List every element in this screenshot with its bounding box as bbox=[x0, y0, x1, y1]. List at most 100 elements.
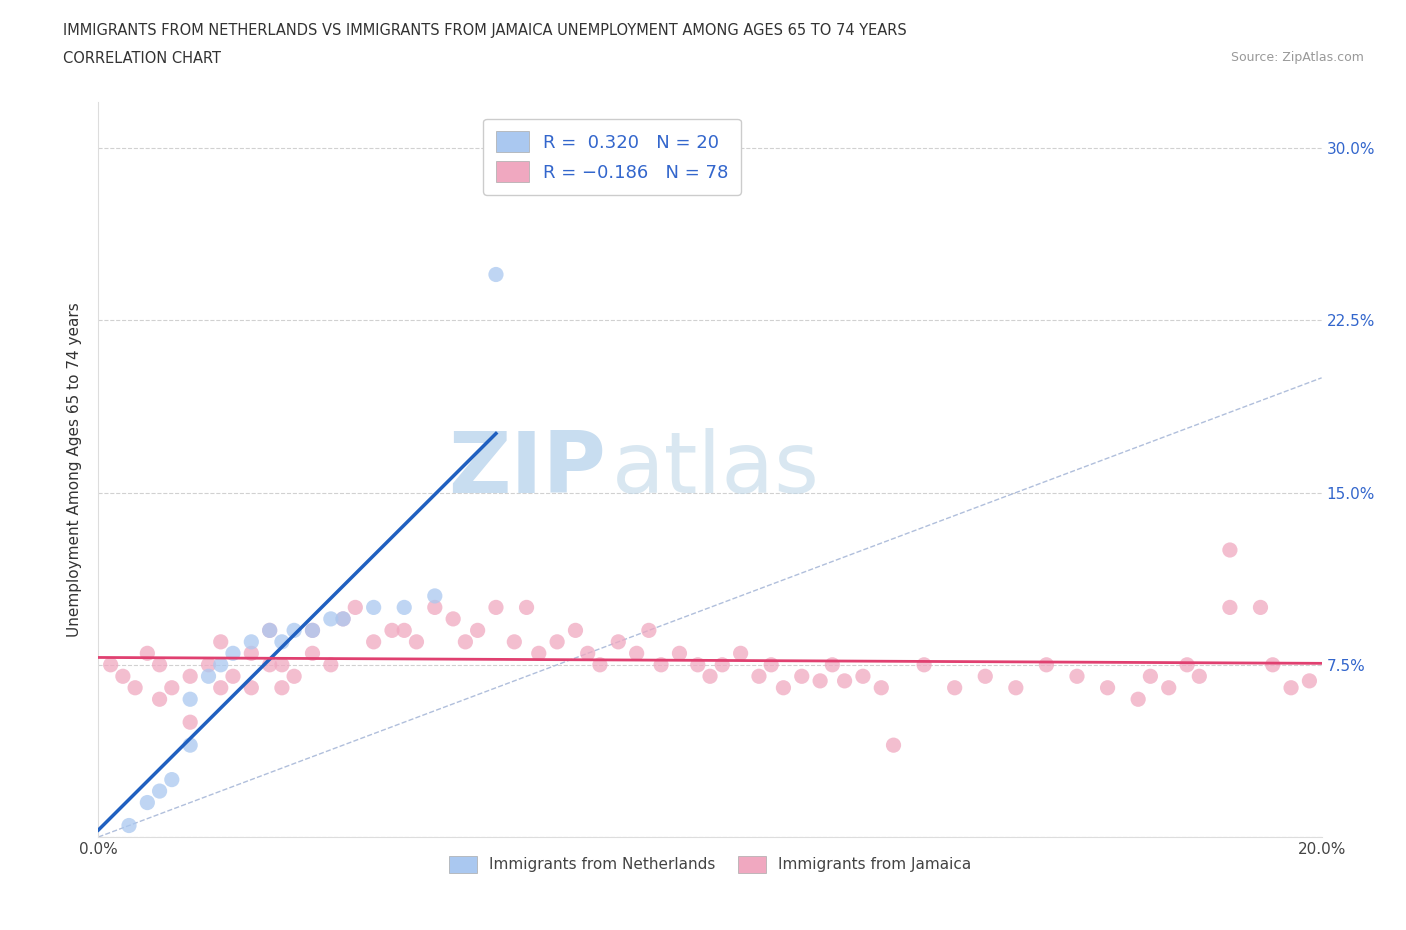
Point bbox=[626, 646, 648, 661]
Point bbox=[1066, 669, 1088, 684]
Point bbox=[912, 658, 935, 672]
Point bbox=[730, 646, 752, 661]
Point bbox=[179, 737, 201, 752]
Point bbox=[1157, 681, 1180, 696]
Point bbox=[1219, 542, 1241, 557]
Point bbox=[209, 634, 232, 649]
Point bbox=[834, 673, 856, 688]
Point bbox=[136, 646, 159, 661]
Point bbox=[1298, 673, 1320, 688]
Point bbox=[222, 669, 245, 684]
Point bbox=[160, 772, 183, 787]
Point bbox=[527, 646, 550, 661]
Text: ZIP: ZIP bbox=[449, 428, 606, 512]
Point bbox=[607, 634, 630, 649]
Point bbox=[1128, 692, 1150, 707]
Point bbox=[209, 681, 232, 696]
Point bbox=[149, 658, 172, 672]
Point bbox=[943, 681, 966, 696]
Point bbox=[240, 634, 263, 649]
Point bbox=[392, 600, 416, 615]
Point bbox=[1139, 669, 1161, 684]
Point bbox=[821, 658, 844, 672]
Point bbox=[363, 600, 385, 615]
Point bbox=[808, 673, 831, 688]
Point bbox=[319, 658, 342, 672]
Point bbox=[392, 623, 416, 638]
Point bbox=[179, 715, 201, 730]
Text: CORRELATION CHART: CORRELATION CHART bbox=[63, 51, 221, 66]
Point bbox=[772, 681, 794, 696]
Point bbox=[381, 623, 404, 638]
Point bbox=[222, 646, 245, 661]
Point bbox=[1035, 658, 1057, 672]
Point bbox=[1249, 600, 1271, 615]
Point bbox=[118, 818, 141, 833]
Text: atlas: atlas bbox=[612, 428, 820, 512]
Point bbox=[589, 658, 612, 672]
Point bbox=[301, 623, 323, 638]
Point bbox=[467, 623, 489, 638]
Point bbox=[454, 634, 477, 649]
Point bbox=[197, 658, 219, 672]
Point bbox=[136, 795, 159, 810]
Point bbox=[149, 692, 172, 707]
Point bbox=[711, 658, 734, 672]
Point bbox=[516, 600, 538, 615]
Point bbox=[301, 623, 323, 638]
Point bbox=[111, 669, 134, 684]
Point bbox=[748, 669, 770, 684]
Point bbox=[1004, 681, 1026, 696]
Point bbox=[759, 658, 782, 672]
Point bbox=[637, 623, 661, 638]
Point bbox=[546, 634, 568, 649]
Point bbox=[149, 784, 172, 799]
Point bbox=[283, 623, 305, 638]
Point bbox=[564, 623, 586, 638]
Point bbox=[441, 611, 464, 626]
Text: IMMIGRANTS FROM NETHERLANDS VS IMMIGRANTS FROM JAMAICA UNEMPLOYMENT AMONG AGES 6: IMMIGRANTS FROM NETHERLANDS VS IMMIGRANT… bbox=[63, 23, 907, 38]
Text: Source: ZipAtlas.com: Source: ZipAtlas.com bbox=[1230, 51, 1364, 64]
Point bbox=[259, 623, 281, 638]
Point bbox=[160, 681, 183, 696]
Point bbox=[485, 600, 508, 615]
Point bbox=[576, 646, 599, 661]
Point bbox=[344, 600, 367, 615]
Point bbox=[423, 600, 446, 615]
Point bbox=[1219, 600, 1241, 615]
Point bbox=[974, 669, 997, 684]
Point bbox=[301, 646, 323, 661]
Point bbox=[650, 658, 672, 672]
Point bbox=[270, 681, 292, 696]
Point bbox=[668, 646, 690, 661]
Point bbox=[686, 658, 709, 672]
Point bbox=[209, 658, 232, 672]
Point bbox=[240, 681, 263, 696]
Point bbox=[1261, 658, 1284, 672]
Point bbox=[1097, 681, 1119, 696]
Point bbox=[699, 669, 721, 684]
Point bbox=[870, 681, 893, 696]
Point bbox=[332, 611, 354, 626]
Point bbox=[270, 658, 292, 672]
Point bbox=[363, 634, 385, 649]
Point bbox=[259, 658, 281, 672]
Point bbox=[332, 611, 354, 626]
Point bbox=[883, 737, 905, 752]
Point bbox=[319, 611, 342, 626]
Y-axis label: Unemployment Among Ages 65 to 74 years: Unemployment Among Ages 65 to 74 years bbox=[67, 302, 83, 637]
Point bbox=[197, 669, 219, 684]
Point bbox=[405, 634, 427, 649]
Point bbox=[270, 634, 292, 649]
Point bbox=[852, 669, 875, 684]
Point bbox=[423, 589, 446, 604]
Point bbox=[259, 623, 281, 638]
Point bbox=[179, 692, 201, 707]
Point bbox=[100, 658, 122, 672]
Point bbox=[503, 634, 526, 649]
Point bbox=[124, 681, 146, 696]
Legend: Immigrants from Netherlands, Immigrants from Jamaica: Immigrants from Netherlands, Immigrants … bbox=[441, 848, 979, 881]
Point bbox=[240, 646, 263, 661]
Point bbox=[1279, 681, 1302, 696]
Point bbox=[1188, 669, 1211, 684]
